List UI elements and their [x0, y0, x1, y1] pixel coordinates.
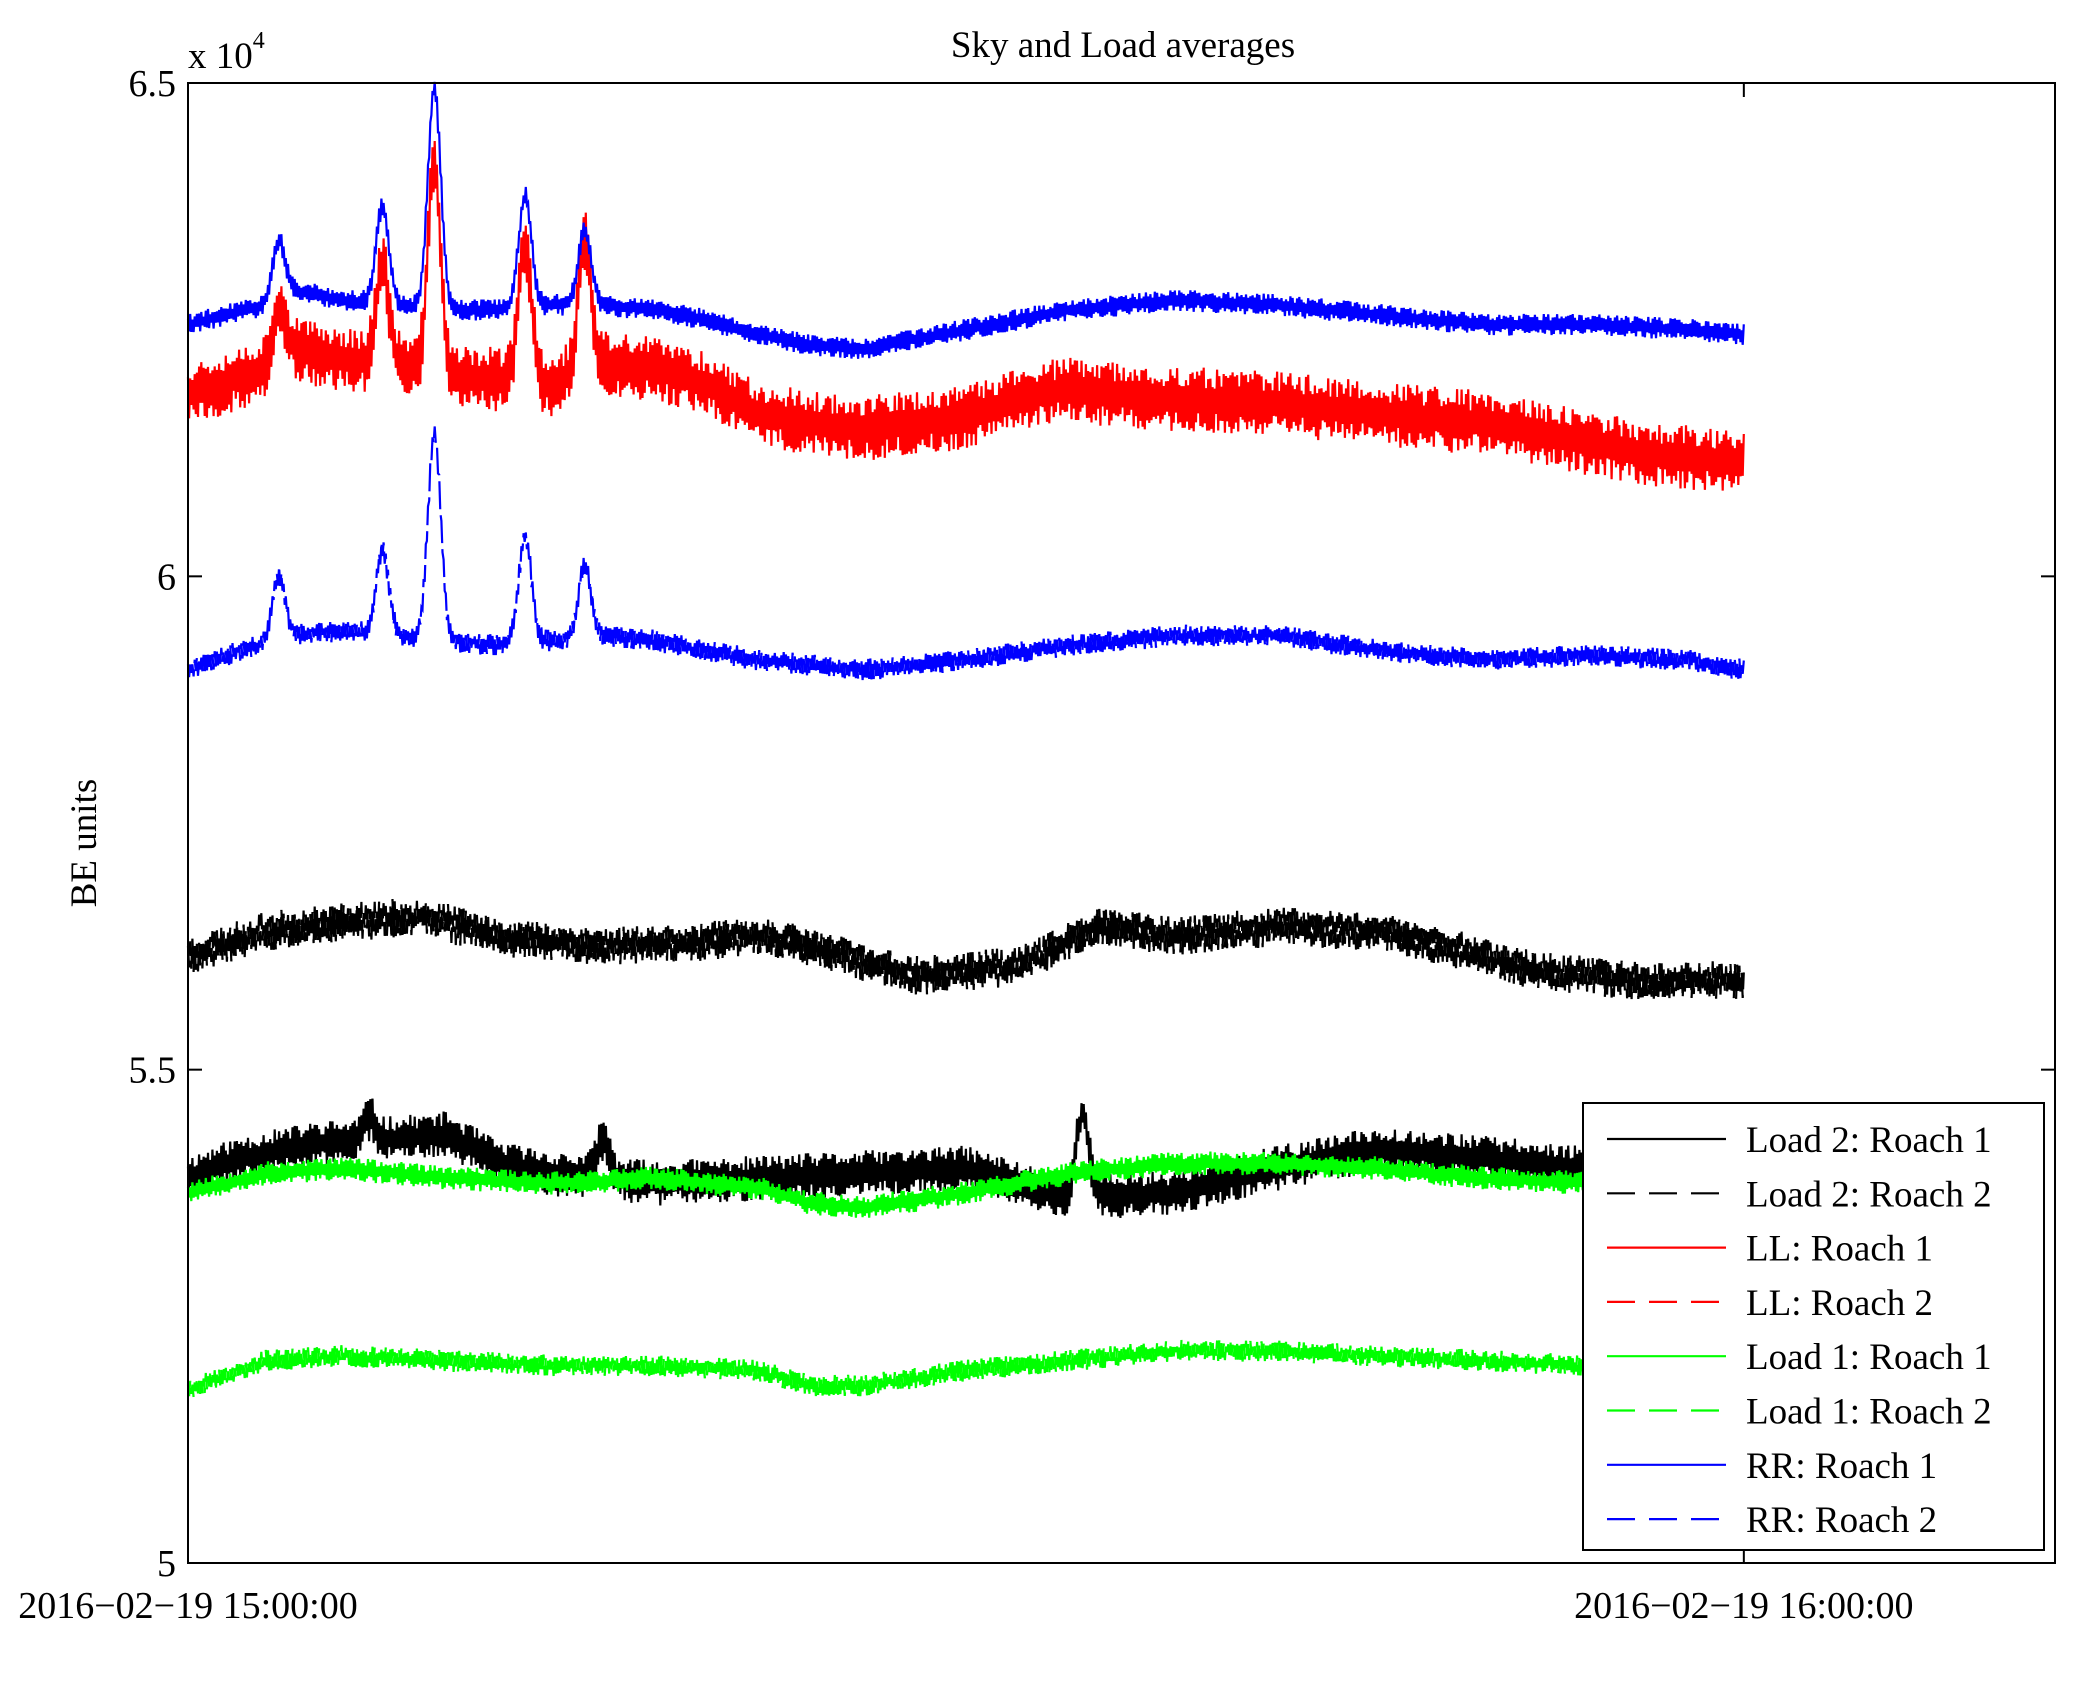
- series-line-ll-roach-1: [186, 140, 1745, 491]
- legend: Load 2: Roach 1 Load 2: Roach 2 LL: Roach …: [1582, 1102, 2045, 1551]
- series-line-rr-roach-1: [186, 81, 1745, 359]
- series-line-load-2-roach-1: [186, 1098, 1745, 1220]
- y-exponent-label: x 104: [188, 28, 265, 77]
- series-line-load-2-roach-2: [186, 898, 1745, 1000]
- series-layer: [186, 81, 1745, 1398]
- legend-label: Load 1: Roach 2: [1746, 1392, 1992, 1433]
- legend-label: Load 2: Roach 1: [1746, 1120, 1992, 1161]
- y-tick-label: 6.5: [129, 63, 177, 105]
- y-exponent-power: 4: [253, 28, 265, 54]
- series-line-load-1-roach-1: [186, 1151, 1745, 1218]
- legend-label: RR: Roach 2: [1746, 1500, 1937, 1541]
- y-exponent-prefix: x 10: [188, 36, 253, 77]
- series-line-load-1-roach-2: [186, 1339, 1745, 1398]
- x-tick-label: 2016−02−19 16:00:00: [1574, 1585, 1913, 1627]
- legend-label: Load 2: Roach 2: [1746, 1174, 1992, 1215]
- y-tick-label: 5.5: [129, 1050, 177, 1092]
- legend-label: LL: Roach 1: [1746, 1229, 1933, 1270]
- legend-label: LL: Roach 2: [1746, 1283, 1933, 1324]
- legend-label: RR: Roach 1: [1746, 1446, 1937, 1487]
- y-axis-label: BE units: [64, 779, 105, 908]
- plot-frame: [187, 82, 2056, 1564]
- y-tick-label: 5: [157, 1543, 176, 1585]
- legend-label: Load 1: Roach 1: [1746, 1337, 1992, 1378]
- chart-title: Sky and Load averages: [951, 25, 1295, 66]
- legend-box: [1582, 1102, 2045, 1551]
- axes-layer: 5 5.5 6 6.5 2016−02−19 15:00:00 2016−02−19 16…: [18, 63, 2056, 1627]
- x-tick-label: 2016−02−19 15:00:00: [18, 1585, 357, 1627]
- series-line-rr-roach-2: [186, 426, 1745, 681]
- y-tick-label: 6: [157, 556, 176, 598]
